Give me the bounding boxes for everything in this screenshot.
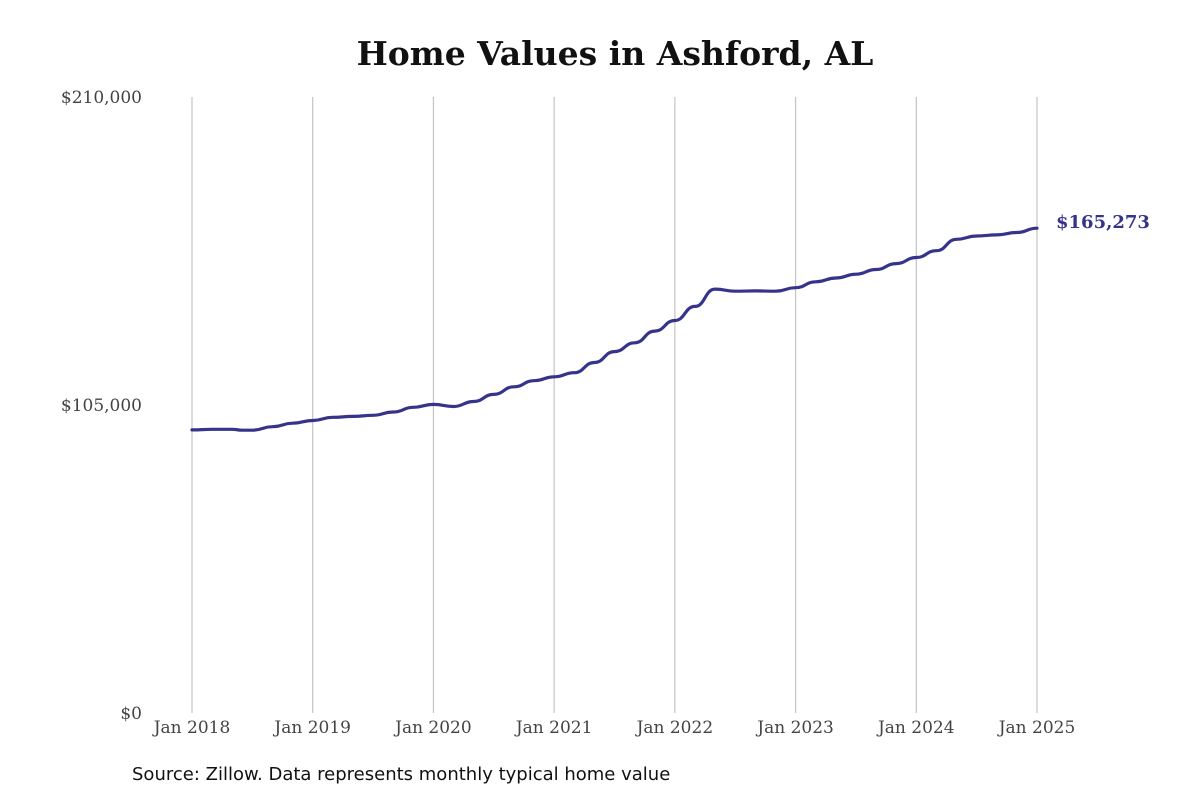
x-tick-label: Jan 2025	[997, 718, 1076, 738]
source-note: Source: Zillow. Data represents monthly …	[132, 764, 671, 785]
chart-title: Home Values in Ashford, AL	[356, 34, 874, 73]
x-tick-label: Jan 2023	[755, 718, 834, 738]
x-tick-label: Jan 2020	[393, 718, 472, 738]
x-tick-label: Jan 2021	[514, 718, 593, 738]
x-tick-label: Jan 2022	[635, 718, 714, 738]
y-tick-label: $105,000	[61, 396, 142, 416]
end-value-label: $165,273	[1056, 212, 1150, 233]
y-tick-label: $210,000	[61, 88, 142, 108]
y-tick-label: $0	[120, 704, 142, 724]
x-tick-label: Jan 2018	[152, 718, 231, 738]
x-tick-label: Jan 2019	[272, 718, 351, 738]
x-tick-label: Jan 2024	[876, 718, 955, 738]
series-line	[190, 226, 1039, 432]
